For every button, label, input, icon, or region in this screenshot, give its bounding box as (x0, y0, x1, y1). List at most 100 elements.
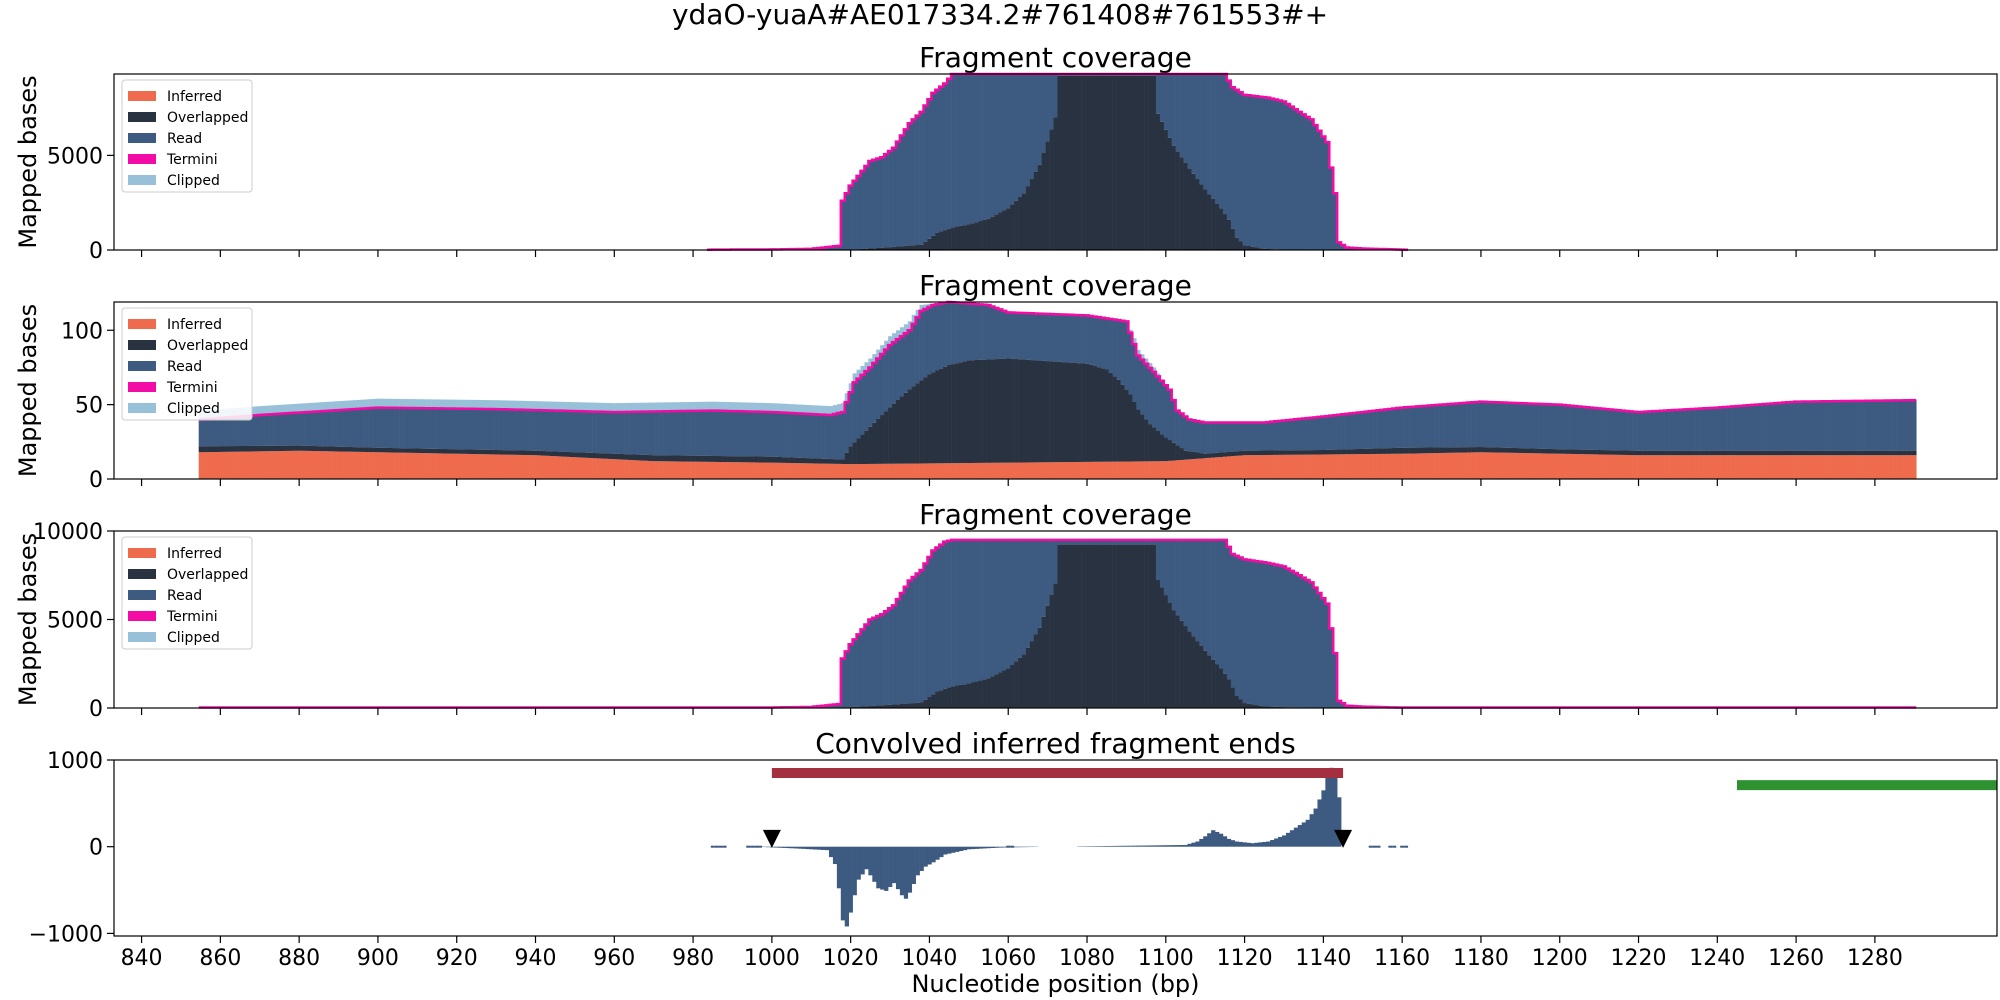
inferred-bar (1494, 452, 1499, 479)
read-bar (1368, 411, 1373, 449)
inferred-bar (1203, 458, 1208, 479)
read-bar (1620, 410, 1626, 451)
legend-swatch (128, 590, 156, 600)
read-bar (1022, 74, 1027, 194)
read-bar (1313, 587, 1318, 708)
convolved-bar (970, 846, 976, 850)
overlapped-bar (391, 448, 396, 453)
read-bar (1715, 407, 1720, 451)
inferred-bar (1356, 454, 1362, 479)
overlapped-bar (1112, 376, 1117, 462)
read-bar (923, 105, 928, 242)
read-bar (234, 416, 239, 447)
read-bar (600, 411, 605, 454)
convolved-bar (951, 846, 956, 853)
x-tick-label: 980 (672, 946, 714, 971)
clipped-bar (856, 369, 861, 379)
convolved-bar (1301, 822, 1306, 847)
inferred-bar (442, 453, 448, 479)
overlapped-bar (643, 454, 649, 461)
read-bar (1786, 402, 1791, 451)
inferred-bar (608, 458, 613, 479)
inferred-bar (1679, 455, 1685, 479)
inferred-bar (372, 452, 377, 479)
overlapped-bar (1010, 664, 1015, 708)
read-bar (1872, 400, 1878, 451)
convolved-bar (1226, 838, 1232, 847)
overlapped-bar (714, 455, 719, 462)
overlapped-bar (1727, 450, 1732, 456)
inferred-bar (907, 463, 913, 479)
convolved-bar (1246, 842, 1251, 847)
read-bar (462, 408, 467, 450)
read-bar (419, 408, 424, 449)
read-bar (884, 154, 889, 248)
overlapped-bar (1116, 379, 1121, 462)
x-tick-label: 1180 (1453, 946, 1509, 971)
read-bar (1459, 403, 1464, 448)
overlapped-bar (198, 446, 203, 453)
inferred-bar (584, 457, 589, 479)
read-bar (813, 414, 818, 459)
inferred-bar (1837, 455, 1842, 479)
convolved-bar (868, 846, 873, 876)
read-bar (911, 119, 916, 246)
read-bar (1234, 422, 1239, 452)
inferred-bar (1234, 455, 1239, 479)
x-tick-label: 900 (357, 946, 399, 971)
suptitle: ydaO-yuaA#AE017334.2#761408#761553#+ (672, 0, 1328, 31)
read-bar (955, 539, 960, 686)
overlapped-bar (1439, 447, 1444, 453)
read-bar (1010, 312, 1015, 359)
read-bar (876, 358, 881, 419)
inferred-bar (722, 462, 727, 479)
read-bar (1207, 74, 1212, 195)
inferred-bar (1419, 453, 1425, 479)
overlapped-bar (1002, 358, 1007, 463)
overlapped-bar (1435, 447, 1440, 454)
clipped-bar (502, 400, 507, 410)
inferred-bar (1183, 459, 1188, 479)
inferred-bar (1857, 455, 1862, 479)
read-bar (458, 408, 463, 450)
convolved-bar (927, 846, 932, 865)
overlapped-bar (1278, 450, 1283, 455)
read-bar (1191, 74, 1196, 174)
clipped-bar (635, 402, 641, 412)
overlapped-bar (1274, 450, 1279, 455)
read-bar (1703, 408, 1708, 451)
read-bar (1183, 539, 1188, 627)
overlapped-bar (1246, 450, 1251, 456)
clipped-bar (710, 401, 716, 411)
inferred-bar (714, 461, 719, 479)
overlapped-bar (320, 446, 326, 452)
convolved-bar (1124, 845, 1129, 847)
inferred-bar (679, 461, 684, 479)
overlapped-bar (435, 448, 440, 454)
inferred-bar (1644, 455, 1649, 479)
read-bar (1360, 412, 1366, 449)
read-bar (1167, 74, 1173, 138)
overlapped-bar (899, 396, 905, 464)
read-bar (986, 304, 991, 360)
read-bar (978, 74, 983, 222)
inferred-bar (1455, 452, 1460, 479)
read-bar (1372, 410, 1377, 449)
inferred-bar (1435, 453, 1440, 479)
x-tick-label: 1240 (1689, 946, 1745, 971)
overlapped-bar (580, 452, 586, 458)
clipped-bar (584, 402, 589, 412)
read-bar (970, 539, 976, 683)
clipped-bar (438, 399, 444, 409)
inferred-bar (758, 462, 763, 479)
clipped-bar (513, 400, 519, 410)
inferred-bar (915, 463, 920, 479)
read-bar (888, 150, 893, 248)
clipped-bar (632, 402, 637, 412)
overlapped-bar (994, 359, 999, 463)
overlapped-bar (1159, 587, 1165, 708)
read-bar (1794, 401, 1799, 451)
overlapped-bar (860, 706, 865, 708)
overlapped-bar (899, 703, 905, 708)
overlapped-bar (892, 403, 897, 464)
